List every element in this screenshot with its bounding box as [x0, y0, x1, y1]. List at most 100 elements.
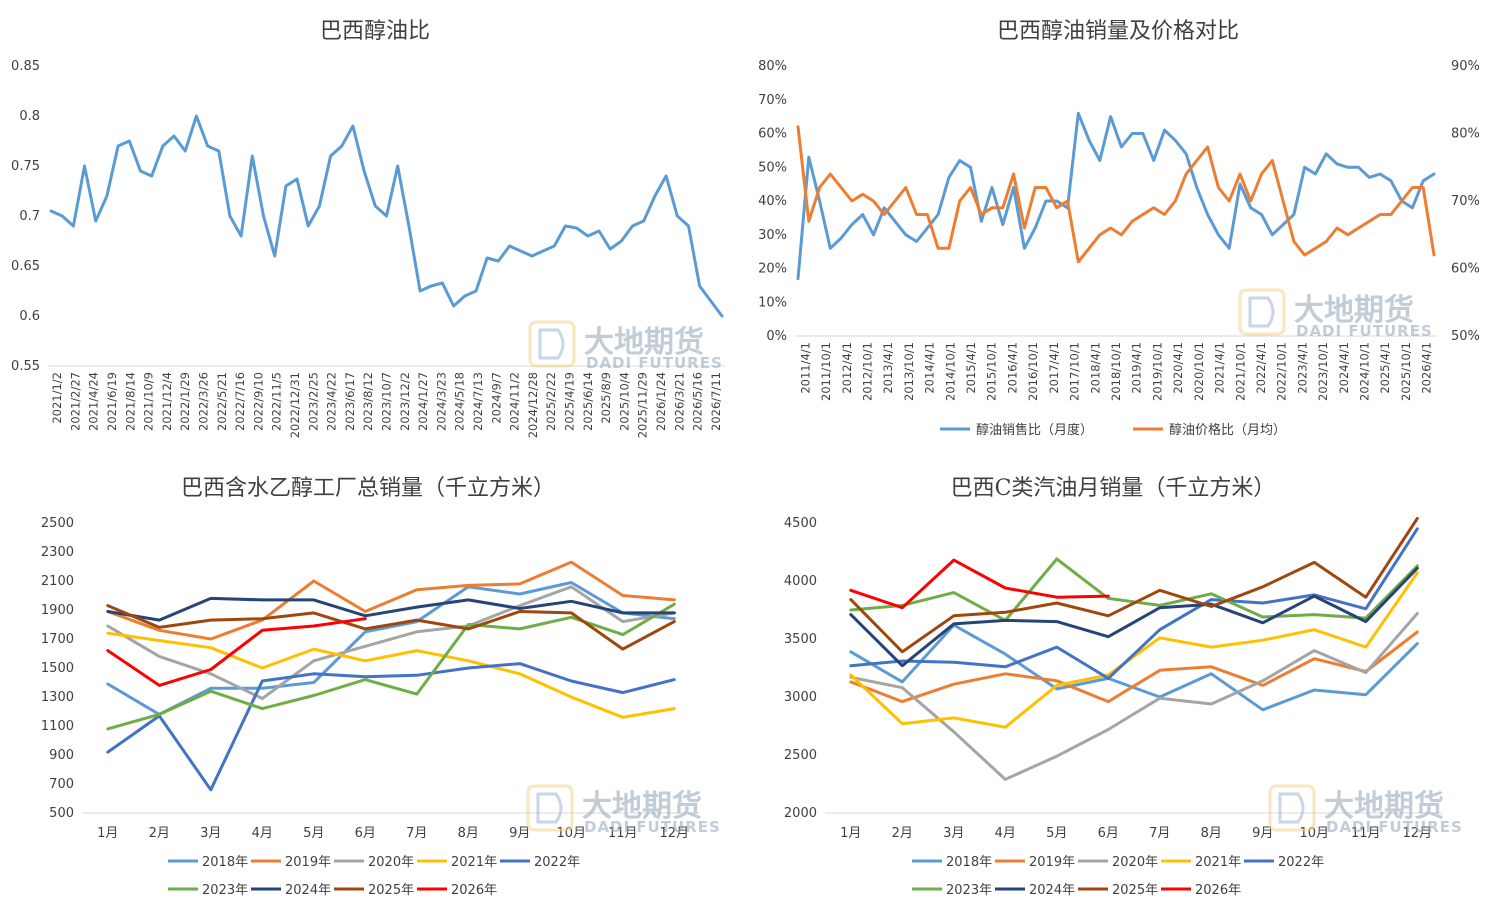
x-tick-label: 2024/11/2	[508, 372, 522, 431]
y-tick-label: 0.55	[11, 359, 40, 374]
x-tick-label: 2022/3/26	[197, 372, 211, 431]
legend-label: 2021年	[451, 855, 497, 870]
x-tick-label: 2024/5/18	[453, 372, 467, 431]
x-tick-label: 2022/11/5	[270, 372, 284, 431]
y-tick-label: 20%	[758, 262, 787, 277]
watermark-en: DADI FUTURES	[584, 818, 721, 836]
y-tick-label: 1500	[41, 661, 74, 676]
x-tick-label: 2025/10/4	[617, 372, 631, 431]
series-line	[106, 662, 676, 792]
y-tick-label: 1100	[41, 719, 74, 734]
x-tick-label: 2024/3/23	[434, 372, 448, 431]
x-tick-label: 2024/10/1	[1358, 342, 1372, 401]
x-tick-label: 2025/2/22	[544, 372, 558, 431]
y-tick-label: 1700	[41, 632, 74, 647]
y-tick-label: 50%	[758, 160, 787, 175]
legend-label: 2018年	[946, 855, 992, 870]
x-tick-label: 2012/10/1	[860, 342, 874, 401]
legend-label: 2020年	[368, 855, 414, 870]
x-tick-label: 2023/8/12	[361, 372, 375, 431]
x-category-label: 7月	[1149, 826, 1170, 841]
series-line	[106, 581, 676, 716]
x-tick-label: 2024/7/13	[471, 372, 485, 431]
series-line	[106, 560, 676, 641]
x-category-label: 6月	[1098, 826, 1119, 841]
y-tick-label: 4500	[784, 516, 817, 531]
x-tick-label: 2026/5/16	[691, 372, 705, 431]
watermark-cn: 大地期货	[582, 789, 702, 824]
y-tick-label: 2300	[41, 545, 74, 560]
chart-c4: 巴西C类汽油月销量（千立方米） 4500 4000 3500 3000 2500 2000 1…	[784, 476, 1443, 898]
x-tick-label: 2016/4/1	[1005, 342, 1019, 394]
legend-label: 2024年	[1029, 883, 1075, 898]
x-tick-label: 2018/4/1	[1088, 342, 1102, 394]
x-tick-label: 2025/6/14	[581, 372, 595, 431]
x-category-label: 5月	[1046, 826, 1067, 841]
watermark-logo-icon	[1238, 288, 1286, 336]
x-category-label: 4月	[252, 826, 273, 841]
x-tick-label: 2015/10/1	[985, 342, 999, 401]
watermark-cn: 大地期货	[1324, 789, 1444, 824]
x-tick-label: 2025/4/19	[562, 372, 576, 431]
x-tick-label: 2024/1/27	[416, 372, 430, 431]
series-line	[796, 125, 1436, 264]
series-line	[849, 612, 1419, 781]
series-line	[849, 571, 1419, 729]
x-tick-label: 2021/2/27	[68, 372, 82, 431]
x-tick-label: 2022/1/29	[178, 372, 192, 431]
legend-label: 2025年	[1112, 883, 1158, 898]
x-category-label: 6月	[355, 826, 376, 841]
x-tick-label: 2023/12/2	[398, 372, 412, 431]
legend-label: 醇油销售比（月度）	[976, 422, 1093, 438]
legend-label: 2022年	[534, 855, 580, 870]
chart-c2: 巴西醇油销量及价格对比 80% 70% 60% 50% 40% 30% 20% 10% 0% 90%…	[758, 19, 1480, 438]
x-category-label: 1月	[97, 826, 118, 841]
watermark-logo-mark-icon	[536, 792, 563, 824]
x-tick-label: 2020/4/1	[1171, 342, 1185, 394]
x-category-label: 10月	[1299, 826, 1329, 841]
x-category-label: 8月	[458, 826, 479, 841]
series-line	[106, 596, 676, 622]
watermark-logo-mark-icon	[1248, 296, 1275, 328]
y-tick-label: 0.8	[19, 109, 40, 124]
x-category-label: 2月	[149, 826, 170, 841]
x-tick-label: 2025/4/1	[1378, 342, 1392, 394]
x-tick-label: 2025/11/29	[636, 372, 650, 438]
y2-tick-label: 50%	[1451, 329, 1480, 344]
x-tick-label: 2023/4/22	[325, 372, 339, 431]
x-category-label: 8月	[1201, 826, 1222, 841]
series-line	[849, 557, 1419, 622]
x-tick-label: 2026/1/24	[654, 372, 668, 431]
y-tick-label: 1300	[41, 690, 74, 705]
chart-title: 巴西醇油比	[320, 19, 430, 44]
y-tick-label: 0.6	[19, 309, 40, 324]
x-category-label: 12月	[1402, 826, 1432, 841]
x-tick-label: 2021/4/1	[1213, 342, 1227, 394]
chart-c3: 巴西含水乙醇工厂总销量（千立方米） 2500 2300 2100 1900 1700 150…	[41, 476, 700, 898]
series-line	[849, 527, 1419, 680]
y-tick-label: 0.85	[11, 59, 40, 74]
chart-title: 巴西C类汽油月销量（千立方米）	[951, 476, 1276, 501]
y-tick-label: 30%	[758, 228, 787, 243]
x-tick-label: 2021/4/24	[87, 372, 101, 431]
x-tick-label: 2024/4/1	[1337, 342, 1351, 394]
x-category-label: 12月	[659, 826, 689, 841]
x-tick-label: 2022/9/10	[251, 372, 265, 431]
x-category-label: 3月	[943, 826, 964, 841]
x-tick-label: 2023/4/1	[1295, 342, 1309, 394]
watermark-en: DADI FUTURES	[586, 354, 723, 372]
x-tick-label: 2023/10/1	[1316, 342, 1330, 401]
y-tick-label: 2500	[41, 516, 74, 531]
series-line	[849, 630, 1419, 704]
y-tick-label: 0.75	[11, 159, 40, 174]
x-tick-label: 2022/7/16	[233, 372, 247, 431]
chart-title: 巴西含水乙醇工厂总销量（千立方米）	[181, 476, 555, 501]
x-tick-label: 2022/4/1	[1254, 342, 1268, 394]
legend-label: 2019年	[285, 855, 331, 870]
x-tick-label: 2023/2/25	[306, 372, 320, 431]
x-tick-label: 2026/3/21	[672, 372, 686, 431]
x-category-label: 7月	[406, 826, 427, 841]
legend-label: 2021年	[1195, 855, 1241, 870]
